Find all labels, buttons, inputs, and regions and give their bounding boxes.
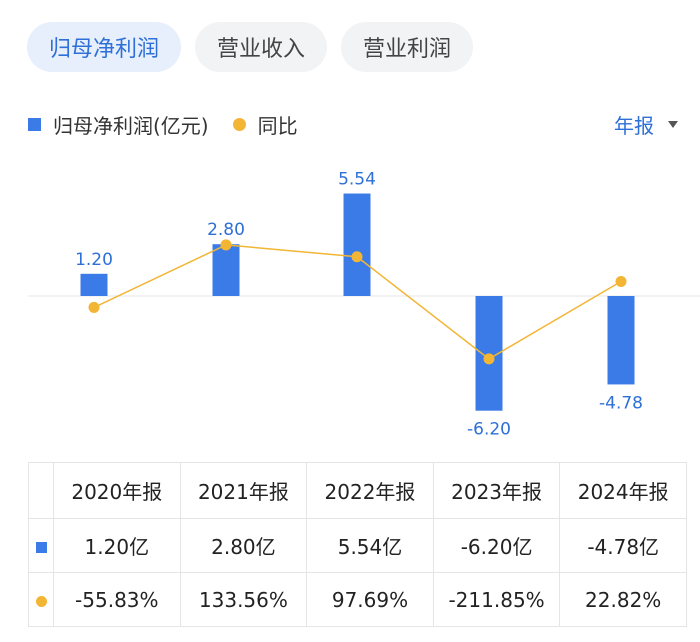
bar-legend-label: 归母净利润(亿元) — [53, 114, 209, 138]
bar-2022年报 — [343, 193, 371, 296]
tab-net-profit[interactable]: 归母净利润 — [27, 22, 182, 72]
period-label: 年报 — [614, 114, 654, 138]
yoy-point-2024年报 — [615, 275, 627, 287]
yoy-point-2022年报 — [351, 251, 363, 263]
table-cell: 2.80亿 — [179, 518, 308, 573]
line-dot-icon — [35, 595, 47, 607]
table-header-row: 2020年报 2021年报 2022年报 2023年报 2024年报 — [28, 462, 687, 519]
bar-2020年报 — [80, 273, 108, 296]
bar-value-label: 5.54 — [338, 170, 376, 190]
bar-2024年报 — [607, 296, 635, 385]
table-cell: 22.82% — [559, 572, 687, 627]
table-cell: 97.69% — [306, 572, 434, 627]
table-cell: 1.20亿 — [53, 518, 181, 573]
net-profit-chart: 1.20 2.80 5.54 -6.20 -4.78 — [28, 170, 700, 440]
table-corner-cell — [28, 462, 54, 519]
line-legend-label: 同比 — [257, 114, 298, 138]
table-row-profit: 1.20亿 2.80亿 5.54亿 -6.20亿 -4.78亿 — [28, 518, 687, 573]
table-cell: 133.56% — [179, 572, 308, 627]
table-row-yoy: -55.83% 133.56% 97.69% -211.85% 22.82% — [28, 572, 687, 627]
table-header-cell: 2024年报 — [559, 462, 687, 519]
chart-legend: 归母净利润(亿元) 同比 — [28, 110, 298, 139]
tab-operating-profit[interactable]: 营业利润 — [341, 22, 474, 72]
bar-value-label: 1.20 — [75, 250, 113, 270]
profit-row-marker — [28, 518, 54, 573]
bar-square-icon — [35, 541, 47, 553]
period-dropdown[interactable]: 年报 — [614, 110, 678, 139]
line-legend-swatch — [232, 118, 246, 131]
caret-down-icon — [668, 121, 678, 128]
tab-revenue[interactable]: 营业收入 — [195, 22, 328, 72]
bar-legend-swatch — [28, 118, 41, 131]
table-cell: 5.54亿 — [306, 518, 434, 573]
table-cell: -4.78亿 — [559, 518, 687, 573]
yoy-point-2021年报 — [220, 239, 232, 251]
data-table: 2020年报 2021年报 2022年报 2023年报 2024年报 1.20亿… — [28, 462, 687, 627]
bar-value-label: -6.20 — [467, 420, 511, 440]
bar-value-label: 2.80 — [207, 220, 245, 240]
table-header-cell: 2021年报 — [179, 462, 308, 519]
table-cell: -6.20亿 — [432, 518, 561, 573]
yoy-row-marker — [28, 572, 54, 627]
bar-2021年报 — [212, 244, 240, 296]
yoy-point-2023年报 — [483, 353, 495, 365]
metric-tabs: 归母净利润 营业收入 营业利润 — [27, 22, 474, 72]
table-cell: -211.85% — [432, 572, 561, 627]
yoy-point-2020年报 — [88, 301, 100, 313]
bar-value-label: -4.78 — [599, 393, 643, 413]
table-header-cell: 2022年报 — [306, 462, 434, 519]
table-header-cell: 2023年报 — [432, 462, 561, 519]
table-header-cell: 2020年报 — [53, 462, 181, 519]
table-cell: -55.83% — [53, 572, 181, 627]
